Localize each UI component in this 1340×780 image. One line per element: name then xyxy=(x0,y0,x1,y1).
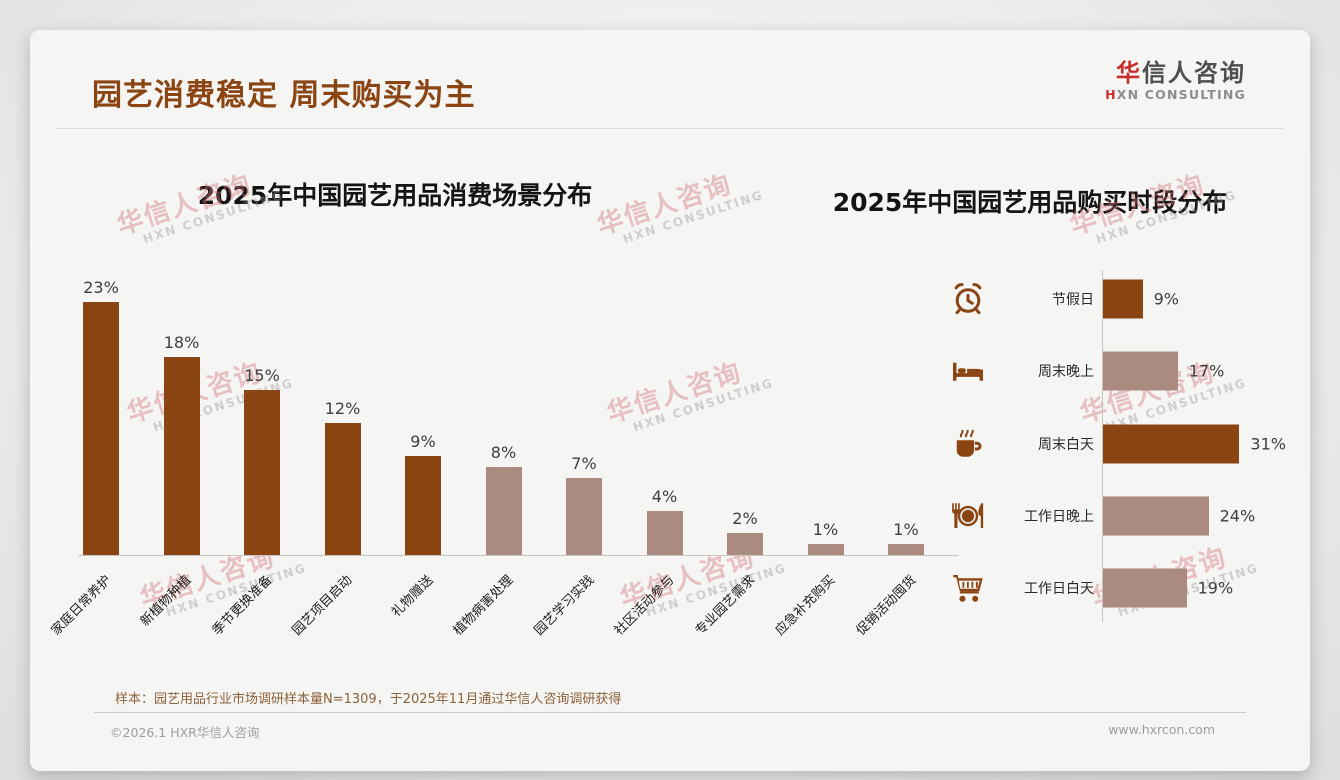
scene-bar-category-label: 新植物种植 xyxy=(138,572,195,630)
scene-chart-categories: 家庭日常养护 新植物种植 季节更换准备 园艺项目启动 礼物赠送 植物病害处理 园艺学习实践社… xyxy=(49,556,958,676)
time-bar-category-label: 工作日晚上 xyxy=(1024,508,1094,525)
scene-bar xyxy=(405,456,441,555)
scene-bar xyxy=(83,302,119,555)
dining-plate-icon xyxy=(950,498,986,534)
time-chart-row: 周末晚上 17% xyxy=(930,335,1310,407)
time-bar xyxy=(1103,568,1187,608)
scene-bar-category-label: 园艺项目启动 xyxy=(290,572,356,639)
scene-bar xyxy=(485,467,522,555)
scene-bar xyxy=(807,544,844,555)
time-chart-row: 节假日 9% xyxy=(930,263,1310,335)
scene-bar-category-label: 礼物赠送 xyxy=(389,572,437,621)
slide-card: 园艺消费稳定 周末购买为主 华信人咨询 HXN CONSULTING 2025年… xyxy=(30,30,1310,771)
time-bar-category-label: 周末白天 xyxy=(1038,436,1094,453)
scene-chart-title: 2025年中国园艺用品消费场景分布 xyxy=(197,181,593,210)
page-title: 园艺消费稳定 周末购买为主 xyxy=(92,78,476,113)
time-bar xyxy=(1103,351,1178,391)
time-bar-category-label: 工作日白天 xyxy=(1024,581,1094,598)
time-bar-category-label: 节假日 xyxy=(1052,292,1094,308)
scene-bar xyxy=(646,511,683,555)
scene-bar-value-label: 4% xyxy=(651,487,678,506)
time-chart-row: 工作日白天 19% xyxy=(930,552,1310,624)
sample-note: 样本：园艺用品行业市场调研样本量N=1309，于2025年11月通过华信人咨询调… xyxy=(115,692,622,707)
time-bar-value-label: 9% xyxy=(1153,289,1179,309)
time-bar-value-label: 19% xyxy=(1197,578,1234,598)
time-chart-row: 周末白天 31% xyxy=(930,408,1310,480)
scene-bar xyxy=(566,478,602,555)
logo-name: 华信人咨询 xyxy=(1105,60,1246,86)
header-divider xyxy=(56,128,1284,129)
scene-bar-category-label: 应急补充购买 xyxy=(773,572,839,639)
coffee-icon xyxy=(950,426,986,462)
time-bar-category-label: 周末晚上 xyxy=(1038,364,1094,381)
scene-chart-plot: 23% 18% 15% 12% 9% 8% 7% 4% 2% 1% 1% xyxy=(78,278,958,556)
logo-subtitle-rest: XN CONSULTING xyxy=(1116,87,1246,103)
time-distribution-chart: 节假日 9% 周末晚上 17% 周末白天 31% 工作日晚上 24% 工作日白天 19% xyxy=(930,270,1310,630)
scene-distribution-chart: 23% 18% 15% 12% 9% 8% 7% 4% 2% 1% 1% 家庭日常养护 新植物种植 季节… xyxy=(49,278,958,639)
logo-name-accent: 华 xyxy=(1116,59,1142,87)
scene-bar xyxy=(888,544,924,555)
logo-name-rest: 信人咨询 xyxy=(1142,59,1246,87)
company-logo: 华信人咨询 HXN CONSULTING xyxy=(1105,60,1246,102)
time-chart-row: 工作日晚上 24% xyxy=(930,480,1310,552)
scene-bar-value-label: 2% xyxy=(732,509,758,528)
logo-subtitle: HXN CONSULTING xyxy=(1105,88,1246,102)
scene-bar xyxy=(244,390,280,555)
alarm-clock-icon xyxy=(950,281,986,317)
footer-copyright: ©2026.1 HXR华信人咨询 xyxy=(110,725,260,740)
footer-divider xyxy=(94,712,1246,713)
scene-bar xyxy=(163,357,200,555)
scene-bar-value-label: 9% xyxy=(410,432,436,451)
bed-icon xyxy=(950,353,986,389)
scene-bar-category-label: 植物病害处理 xyxy=(451,572,517,639)
scene-bar-value-label: 12% xyxy=(324,399,361,418)
scene-bar-value-label: 8% xyxy=(490,443,517,462)
time-chart-title: 2025年中国园艺用品购买时段分布 xyxy=(832,188,1228,217)
time-bar xyxy=(1103,496,1209,536)
scene-bar-category-label: 园艺学习实践 xyxy=(531,572,598,639)
scene-bar-category-label: 社区活动参与 xyxy=(612,572,678,639)
scene-bar-value-label: 1% xyxy=(812,520,839,539)
time-chart-axis xyxy=(1102,270,1103,622)
scene-bar-category-label: 家庭日常养护 xyxy=(48,572,115,639)
time-bar xyxy=(1103,279,1143,319)
scene-bar-value-label: 15% xyxy=(244,366,280,385)
scene-bar xyxy=(324,423,361,555)
scene-bar-value-label: 7% xyxy=(571,454,597,473)
time-bar-value-label: 31% xyxy=(1250,434,1286,454)
scene-bar xyxy=(727,533,763,555)
scene-bar-category-label: 专业园艺需求 xyxy=(692,572,759,639)
scene-bar-value-label: 18% xyxy=(163,333,200,352)
time-bar xyxy=(1103,424,1240,464)
shopping-cart-icon xyxy=(950,570,986,606)
logo-subtitle-accent: H xyxy=(1105,87,1117,103)
scene-bar-value-label: 1% xyxy=(893,520,919,539)
scene-bar-category-label: 季节更换准备 xyxy=(209,572,276,639)
scene-bar-value-label: 23% xyxy=(83,278,119,297)
time-bar-value-label: 24% xyxy=(1219,506,1256,526)
footer-website: www.hxrcon.com xyxy=(1108,722,1215,737)
scene-bar-category-label: 促销活动囤货 xyxy=(853,572,920,639)
time-bar-value-label: 17% xyxy=(1188,361,1225,381)
